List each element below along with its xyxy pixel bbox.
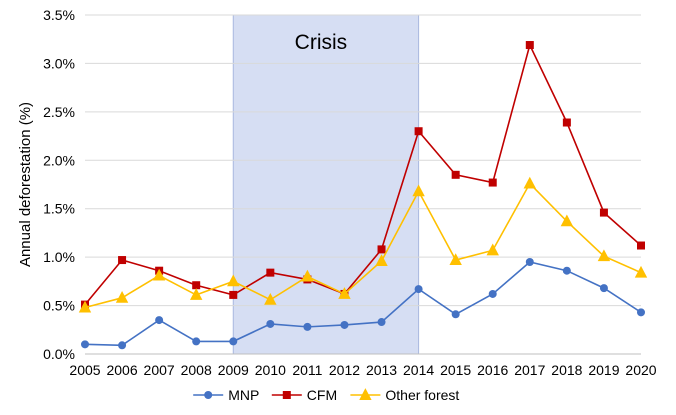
x-tick-label: 2013	[366, 362, 397, 378]
series-line-mnp	[84, 261, 642, 347]
series-line-other-forest	[84, 182, 642, 309]
data-point-other-forest	[78, 300, 92, 313]
x-tick-label: 2012	[329, 362, 360, 378]
data-point-mnp	[488, 289, 497, 298]
data-point-other-forest	[560, 214, 574, 227]
legend-item-other-forest: Other forest	[350, 387, 459, 403]
data-point-cfm	[192, 281, 201, 290]
data-point-mnp	[599, 284, 608, 293]
y-tick-label: 0.5%	[43, 298, 75, 314]
series-line-cfm	[84, 42, 642, 306]
y-tick-label: 1.0%	[43, 249, 75, 265]
data-point-mnp	[377, 318, 386, 327]
y-axis-title: Annual deforestation (%)	[17, 102, 34, 267]
crisis-label: Crisis	[295, 31, 348, 54]
data-point-other-forest	[486, 243, 499, 256]
data-point-other-forest	[115, 291, 129, 303]
legend-label: Other forest	[385, 387, 459, 403]
x-tick-label: 2010	[255, 362, 286, 378]
x-tick-label: 2007	[144, 362, 175, 378]
data-point-cfm	[451, 170, 460, 179]
data-point-cfm	[377, 245, 386, 254]
y-tick-label: 3.5%	[43, 7, 75, 23]
series-mnp	[81, 257, 645, 350]
crisis-band	[232, 14, 420, 355]
data-point-cfm	[229, 290, 238, 299]
data-point-mnp	[81, 340, 89, 349]
legend-marker	[204, 391, 213, 399]
legend-item-cfm: CFM	[271, 387, 337, 403]
data-point-other-forest	[301, 269, 314, 282]
data-point-other-forest	[634, 265, 648, 278]
data-point-mnp	[340, 320, 349, 329]
x-tick-label: 2017	[514, 362, 545, 378]
legend-label: CFM	[307, 387, 337, 403]
data-point-other-forest	[338, 287, 351, 299]
x-tick-label: 2016	[477, 362, 508, 378]
x-tick-label: 2020	[625, 362, 656, 378]
data-point-cfm	[599, 208, 608, 217]
x-tick-label: 2011	[292, 362, 322, 378]
data-point-cfm	[525, 41, 534, 50]
legend-marker	[282, 391, 291, 399]
data-point-cfm	[266, 268, 275, 277]
data-point-cfm	[488, 178, 497, 187]
data-point-other-forest	[375, 254, 388, 266]
series-other-forest	[78, 176, 648, 313]
x-tick-label: 2019	[588, 362, 619, 378]
y-tick-label: 0.0%	[43, 346, 75, 362]
data-point-other-forest	[227, 274, 240, 287]
x-tick-label: 2009	[218, 362, 249, 378]
data-point-mnp	[118, 341, 127, 350]
legend-item-mnp: MNP	[193, 387, 259, 403]
data-point-other-forest	[523, 176, 536, 189]
data-point-other-forest	[412, 184, 425, 197]
data-point-other-forest	[152, 268, 166, 281]
data-point-mnp	[525, 257, 534, 266]
data-point-mnp	[414, 285, 423, 294]
x-tick-label: 2006	[106, 362, 137, 378]
data-point-mnp	[637, 308, 645, 317]
data-point-mnp	[266, 319, 275, 328]
data-point-mnp	[451, 310, 460, 319]
data-point-cfm	[562, 118, 571, 127]
data-point-mnp	[155, 316, 164, 325]
data-point-mnp	[229, 337, 238, 346]
data-point-other-forest	[190, 288, 203, 300]
y-tick-label: 2.0%	[43, 152, 75, 168]
y-tick-label: 2.5%	[43, 104, 75, 120]
data-point-mnp	[192, 337, 201, 346]
data-point-mnp	[562, 266, 571, 275]
data-point-other-forest	[264, 292, 277, 305]
data-point-other-forest	[597, 249, 611, 262]
y-tick-label: 3.0%	[43, 55, 75, 71]
x-tick-label: 2015	[440, 362, 471, 378]
x-tick-label: 2014	[403, 362, 434, 378]
data-point-other-forest	[449, 253, 462, 265]
y-tick-label: 1.5%	[43, 201, 75, 217]
x-tick-label: 2008	[181, 362, 212, 378]
data-point-cfm	[414, 127, 423, 136]
x-tick-label: 2018	[551, 362, 582, 378]
legend-label: MNP	[228, 387, 259, 403]
legend-marker	[359, 388, 372, 400]
x-tick-label: 2005	[69, 362, 100, 378]
data-point-cfm	[118, 256, 127, 265]
data-point-cfm	[637, 241, 645, 250]
data-point-mnp	[303, 322, 312, 331]
